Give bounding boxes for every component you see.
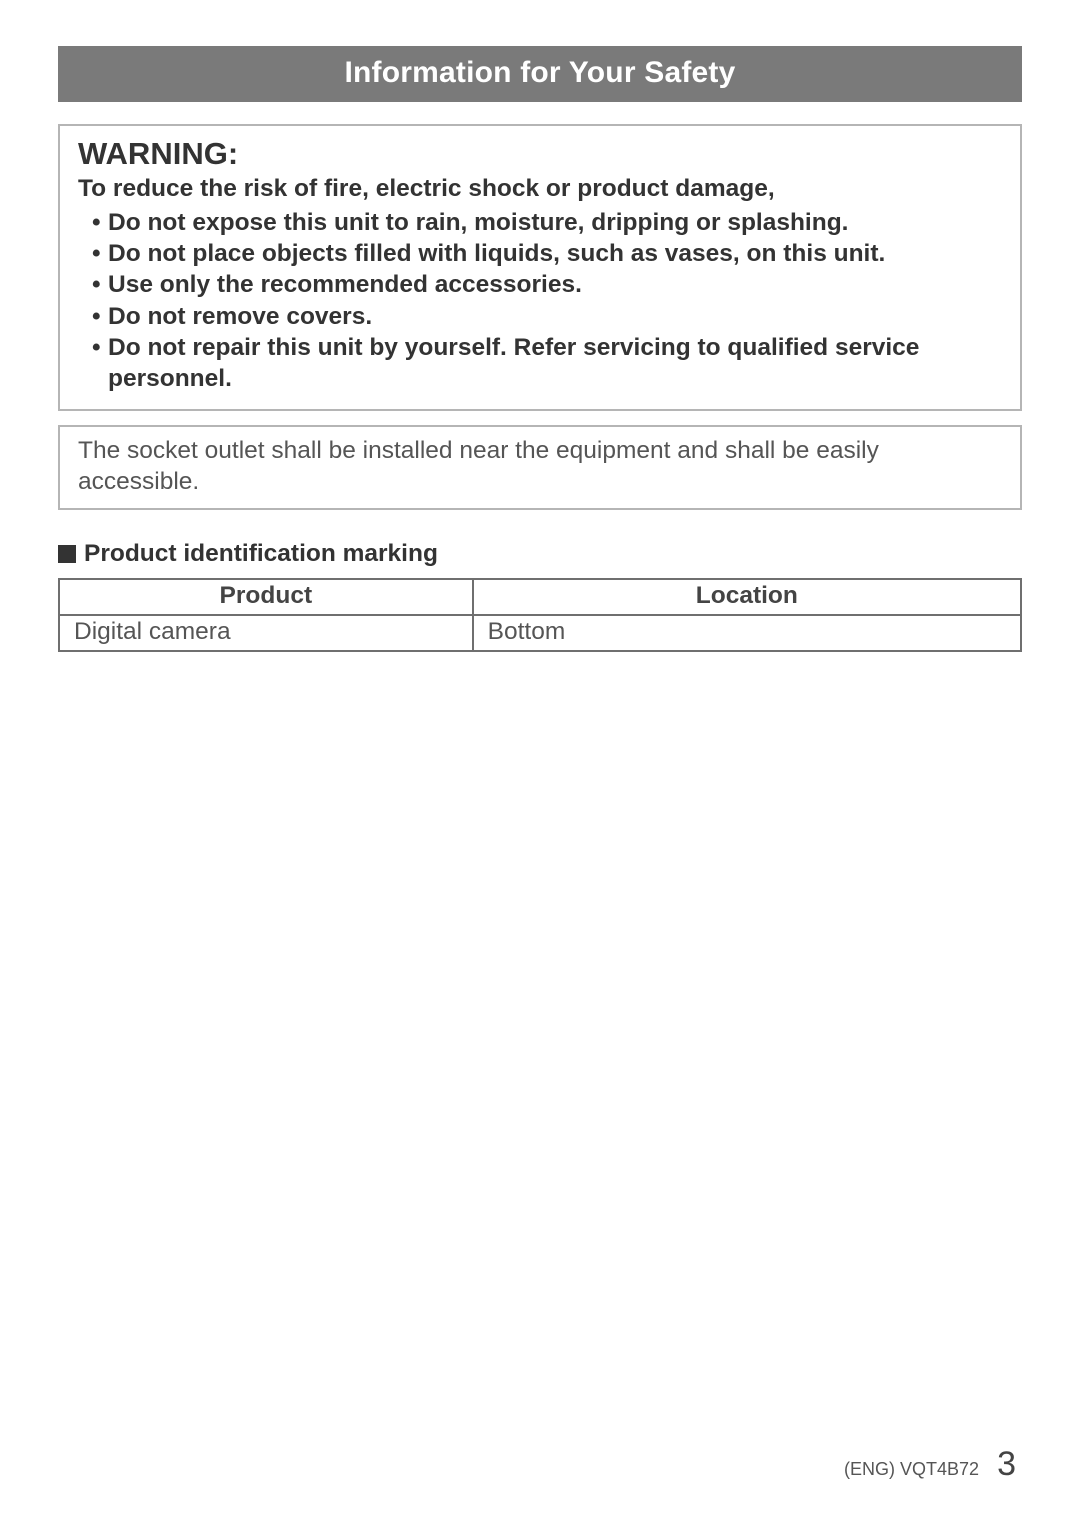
section-heading-row: Product identification marking <box>58 540 1022 568</box>
warning-bullet: Do not remove covers. <box>92 301 1002 332</box>
document-page: Information for Your Safety WARNING: To … <box>0 0 1080 652</box>
note-text: The socket outlet shall be installed nea… <box>78 435 1002 498</box>
table-cell-location: Bottom <box>473 615 1021 651</box>
table-row: Digital camera Bottom <box>59 615 1021 651</box>
table-header-row: Product Location <box>59 579 1021 615</box>
warning-bullet-list: Do not expose this unit to rain, moistur… <box>78 207 1002 395</box>
section-heading: Product identification marking <box>84 540 438 568</box>
table-header-location: Location <box>473 579 1021 615</box>
note-box: The socket outlet shall be installed nea… <box>58 425 1022 510</box>
warning-box: WARNING: To reduce the risk of fire, ele… <box>58 124 1022 411</box>
warning-heading: WARNING: <box>78 136 1002 172</box>
footer-page-number: 3 <box>997 1445 1016 1484</box>
table-header-product: Product <box>59 579 473 615</box>
warning-intro: To reduce the risk of fire, electric sho… <box>78 174 1002 205</box>
footer-doc-code: (ENG) VQT4B72 <box>844 1459 979 1480</box>
page-footer: (ENG) VQT4B72 3 <box>844 1445 1016 1484</box>
page-title-bar: Information for Your Safety <box>58 46 1022 102</box>
table-cell-product: Digital camera <box>59 615 473 651</box>
warning-bullet: Do not repair this unit by yourself. Ref… <box>92 332 1002 395</box>
warning-bullet: Do not expose this unit to rain, moistur… <box>92 207 1002 238</box>
page-title: Information for Your Safety <box>345 56 736 89</box>
square-bullet-icon <box>58 545 76 563</box>
warning-bullet: Do not place objects filled with liquids… <box>92 238 1002 269</box>
product-identification-table: Product Location Digital camera Bottom <box>58 578 1022 652</box>
warning-bullet: Use only the recommended accessories. <box>92 269 1002 300</box>
